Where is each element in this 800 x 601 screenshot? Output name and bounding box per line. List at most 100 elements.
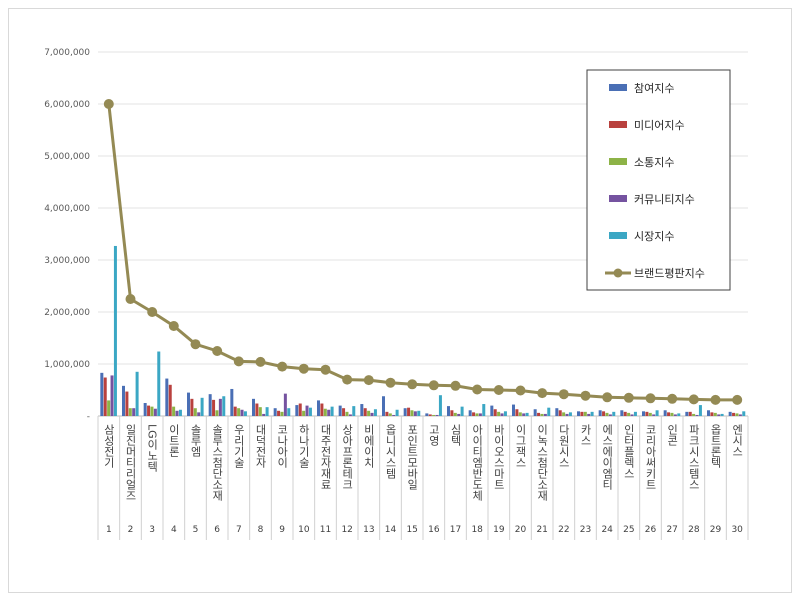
point-브랜드평판지수-8 — [255, 356, 266, 367]
bar-소통지수-28 — [692, 413, 696, 416]
legend-swatch-미디어지수 — [609, 121, 627, 128]
bar-미디어지수-1 — [103, 377, 107, 416]
rank-label: 28 — [688, 525, 700, 535]
category-label: 고영 — [427, 424, 440, 446]
y-tick-label: 5,000,000 — [44, 152, 90, 162]
category-label: 솔루엠 — [189, 424, 202, 457]
bar-커뮤니티지수-11 — [327, 409, 331, 416]
category-label: 하나기술 — [297, 423, 310, 468]
bar-미디어지수-14 — [385, 411, 389, 416]
point-브랜드평판지수-20 — [515, 385, 526, 396]
y-tick-label: 3,000,000 — [44, 256, 90, 266]
y-tick-label: 6,000,000 — [44, 100, 90, 110]
bar-소통지수-20 — [518, 412, 522, 416]
point-브랜드평판지수-24 — [602, 392, 613, 403]
point-브랜드평판지수-22 — [558, 389, 569, 400]
bar-참여지수-4 — [165, 378, 169, 416]
bar-커뮤니티지수-12 — [348, 414, 352, 416]
bar-소통지수-23 — [583, 411, 587, 416]
bar-커뮤니티지수-17 — [457, 413, 461, 416]
point-브랜드평판지수-12 — [342, 374, 353, 385]
legend-marker-브랜드평판지수 — [613, 268, 623, 278]
y-tick-label: 7,000,000 — [44, 48, 90, 58]
bar-커뮤니티지수-19 — [500, 413, 504, 416]
bar-미디어지수-7 — [233, 406, 237, 416]
bar-커뮤니티지수-6 — [218, 398, 222, 416]
rank-label: 6 — [214, 525, 220, 535]
point-브랜드평판지수-25 — [623, 392, 634, 403]
rank-label: 30 — [731, 525, 743, 535]
bar-참여지수-7 — [230, 388, 234, 416]
bar-참여지수-23 — [577, 411, 580, 416]
point-브랜드평판지수-10 — [298, 363, 309, 374]
bar-참여지수-2 — [122, 385, 125, 416]
bar-시장지수-6 — [222, 396, 226, 416]
bar-소통지수-5 — [193, 408, 197, 416]
category-label: 인콘 — [666, 424, 679, 446]
bar-소통지수-7 — [237, 408, 241, 416]
bar-소통지수-8 — [258, 407, 262, 416]
rank-label: 23 — [580, 525, 591, 535]
bar-커뮤니티지수-2 — [132, 408, 136, 416]
bar-미디어지수-25 — [623, 411, 627, 416]
bar-소통지수-2 — [128, 408, 132, 416]
bar-미디어지수-11 — [320, 403, 324, 416]
bar-참여지수-9 — [273, 408, 277, 416]
rank-label: 4 — [171, 525, 177, 535]
category-label: 이녹스첨단소재 — [536, 424, 549, 501]
bar-참여지수-5 — [187, 392, 190, 416]
bar-미디어지수-22 — [558, 410, 562, 416]
bar-시장지수-28 — [698, 405, 702, 416]
bar-미디어지수-13 — [363, 408, 367, 416]
bar-시장지수-9 — [287, 408, 291, 416]
bar-소통지수-24 — [605, 412, 609, 416]
bar-커뮤니티지수-8 — [262, 413, 266, 416]
bar-참여지수-8 — [252, 398, 255, 416]
bar-미디어지수-8 — [255, 403, 259, 416]
bar-참여지수-21 — [533, 409, 537, 416]
bar-미디어지수-29 — [710, 412, 714, 416]
bar-소통지수-15 — [410, 410, 414, 416]
bar-시장지수-26 — [655, 410, 659, 416]
rank-label: 1 — [106, 525, 112, 535]
bar-커뮤니티지수-10 — [305, 405, 309, 416]
bar-참여지수-3 — [143, 403, 147, 416]
rank-label: 22 — [558, 525, 569, 535]
bar-시장지수-29 — [720, 413, 724, 416]
bar-소통지수-12 — [345, 411, 349, 416]
bar-미디어지수-27 — [667, 412, 671, 416]
bar-참여지수-16 — [425, 413, 429, 416]
category-label: 삼성전기 — [102, 424, 115, 468]
bar-미디어지수-26 — [645, 411, 649, 416]
point-브랜드평판지수-21 — [537, 388, 548, 399]
bar-소통지수-21 — [540, 413, 544, 416]
bar-참여지수-13 — [360, 404, 364, 416]
bar-시장지수-18 — [482, 404, 486, 416]
bar-시장지수-11 — [330, 406, 334, 416]
total-line — [103, 99, 743, 405]
bar-시장지수-5 — [200, 397, 204, 416]
bar-참여지수-12 — [338, 405, 342, 416]
bar-시장지수-20 — [525, 412, 529, 416]
bar-소통지수-10 — [302, 410, 306, 416]
bar-시장지수-16 — [438, 395, 442, 416]
point-브랜드평판지수-1 — [103, 99, 114, 109]
legend-label: 미디어지수 — [634, 119, 685, 132]
category-label: 심텍 — [449, 424, 462, 446]
bar-커뮤니티지수-30 — [738, 414, 742, 416]
bar-소통지수-27 — [670, 412, 674, 416]
category-label: 대주전자재료 — [319, 424, 332, 490]
bar-참여지수-27 — [663, 410, 667, 416]
bar-시장지수-3 — [157, 351, 161, 416]
bar-시장지수-15 — [417, 410, 421, 416]
bar-참여지수-28 — [685, 411, 689, 416]
point-브랜드평판지수-6 — [212, 346, 223, 356]
rank-label: 27 — [666, 525, 677, 535]
bar-미디어지수-20 — [515, 409, 519, 416]
bar-참여지수-6 — [208, 394, 212, 416]
category-label: 에스에이엠티 — [601, 424, 614, 490]
bar-시장지수-19 — [503, 411, 507, 416]
bar-소통지수-1 — [107, 400, 111, 416]
point-브랜드평판지수-28 — [688, 394, 699, 405]
